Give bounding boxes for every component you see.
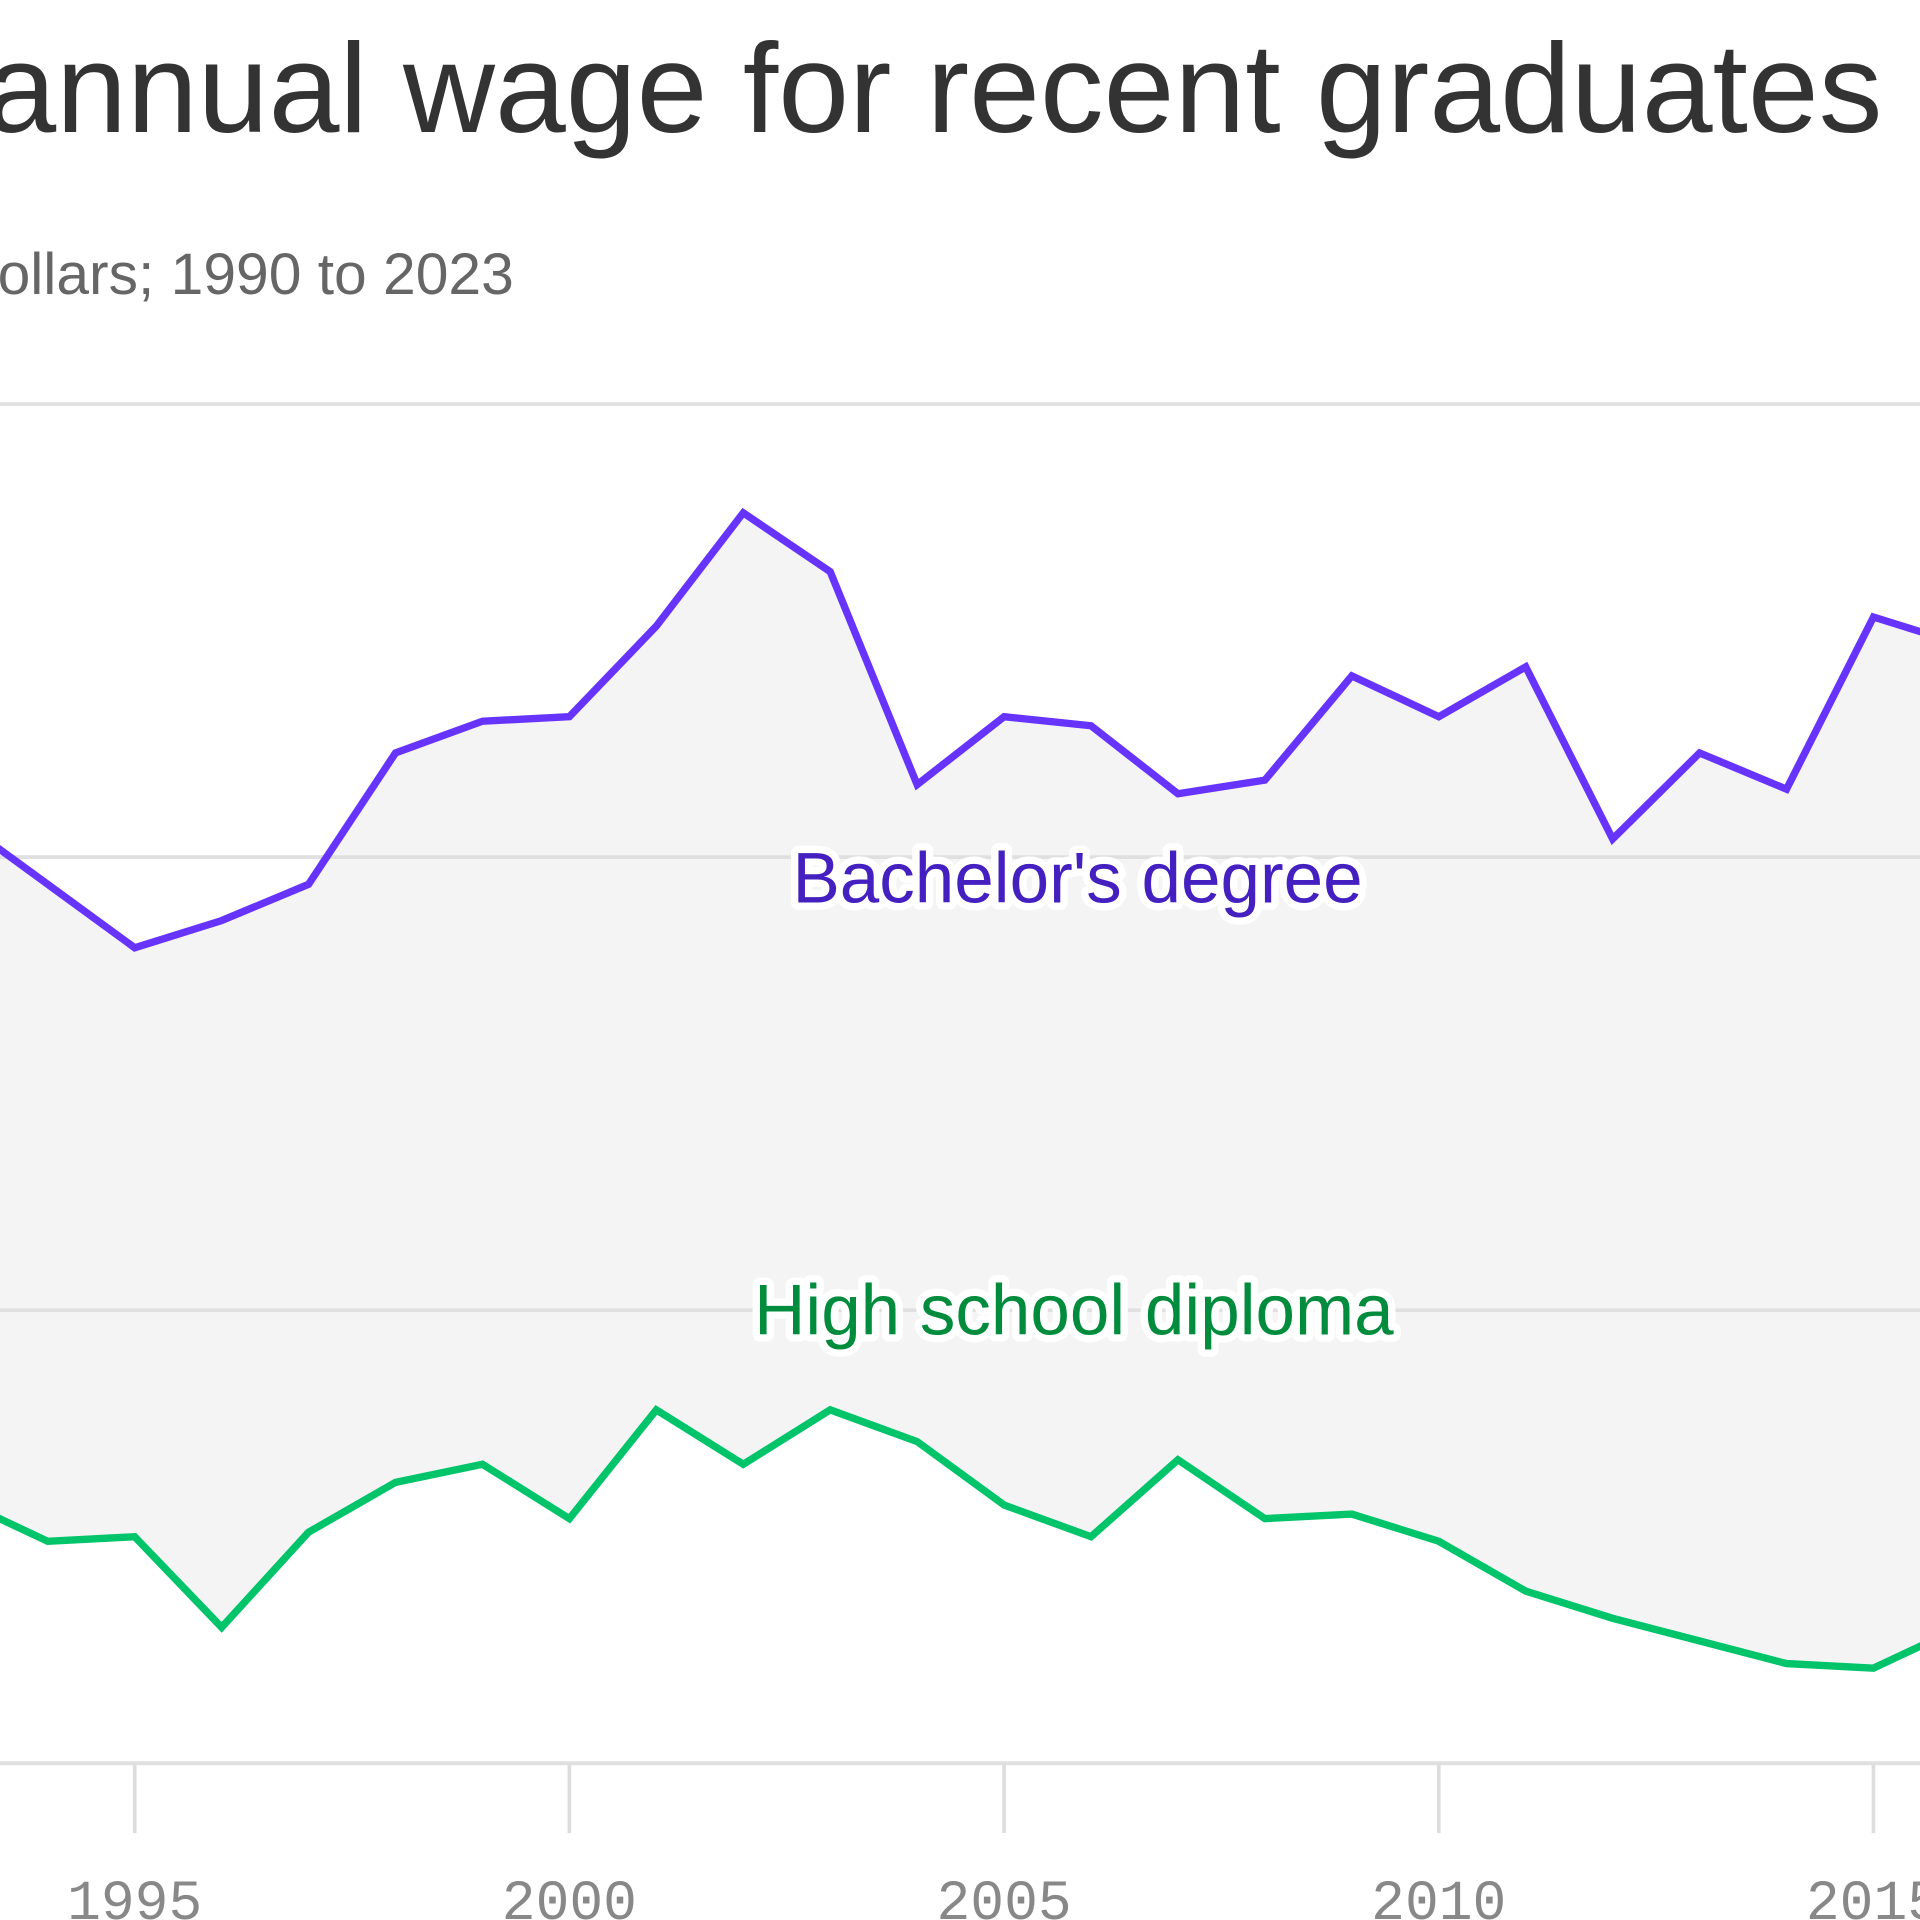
chart-subtitle: ollars; 1990 to 2023 <box>0 242 514 307</box>
x-tick-label: 2015 <box>1806 1872 1920 1920</box>
series-line-0 <box>0 507 1920 952</box>
x-tick-label: 2000 <box>502 1872 637 1920</box>
x-tick-label: 1995 <box>67 1872 202 1920</box>
x-tick-label: 2010 <box>1371 1872 1506 1920</box>
chart-title: annual wage for recent graduates <box>0 17 1882 159</box>
x-axis: 1995 2000 2005 2010 2015 <box>0 402 1920 1920</box>
x-tick-label: 2005 <box>936 1872 1071 1920</box>
series-line-1 <box>0 1405 1920 1672</box>
series-label-high-school: High school diploma <box>754 1272 1394 1351</box>
series-lines <box>0 507 1920 1672</box>
series-label-bachelors: Bachelor's degree <box>792 839 1362 918</box>
fill-between-area <box>0 512 1920 1669</box>
